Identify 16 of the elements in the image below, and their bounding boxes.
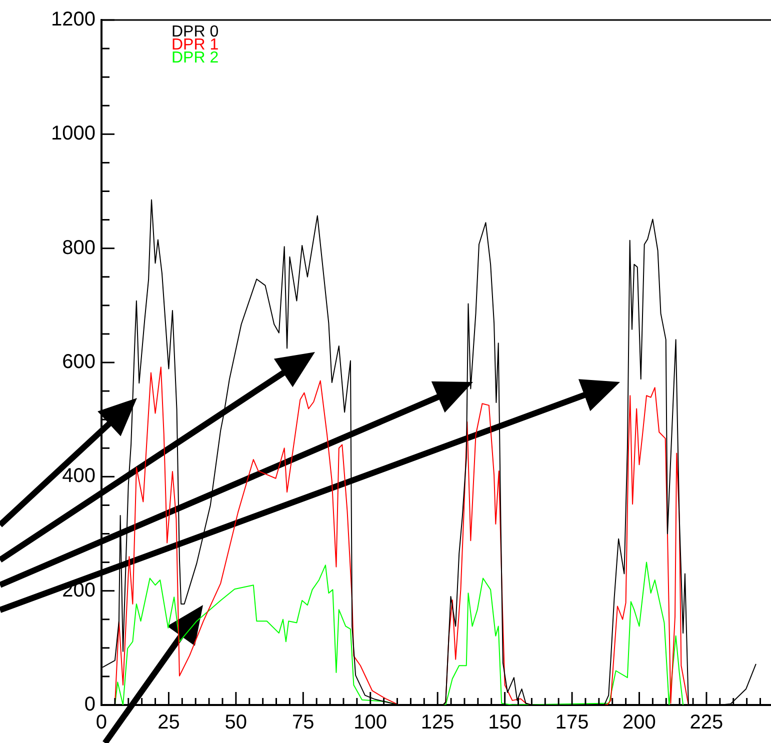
y-tick-label: 1200 bbox=[50, 8, 96, 31]
text: DPR 2 bbox=[171, 49, 219, 66]
x-tick-label: 75 bbox=[292, 712, 314, 734]
x-tick-label: 175 bbox=[555, 712, 589, 734]
y-tick-label: 800 bbox=[62, 236, 96, 259]
y-tick-label: 600 bbox=[62, 351, 96, 374]
x-tick-label: 50 bbox=[224, 712, 248, 734]
y-tick-label: 400 bbox=[62, 465, 96, 488]
x-tick-label: 150 bbox=[488, 712, 522, 734]
x-tick-label: 200 bbox=[622, 712, 656, 734]
x-tick-label: 25 bbox=[158, 712, 180, 734]
x-tick-label: 125 bbox=[420, 712, 454, 734]
x-tick-label: 225 bbox=[690, 712, 724, 734]
x-tick-label: 100 bbox=[354, 712, 388, 734]
y-tick-label: 1000 bbox=[50, 122, 96, 145]
y-tick-label: 0 bbox=[84, 694, 96, 716]
